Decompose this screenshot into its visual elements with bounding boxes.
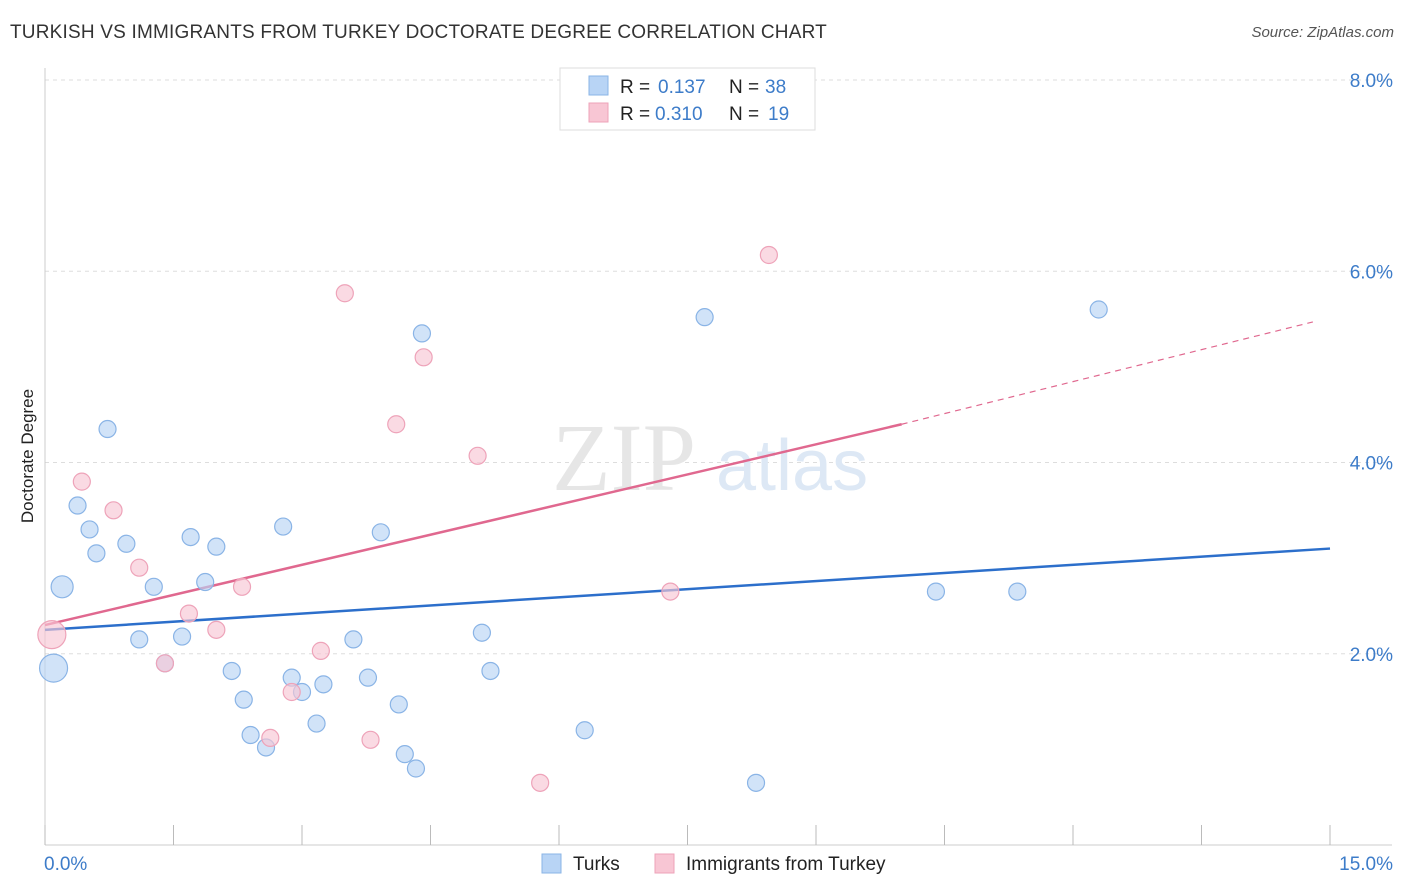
turks-r-label: R = [620, 77, 650, 98]
immig-point-9 [282, 682, 301, 702]
immig-r-label: R = [620, 104, 650, 125]
immig-point-8 [261, 728, 280, 748]
turks-point-12 [196, 572, 215, 592]
immig-point-2 [104, 501, 123, 520]
y-tick-label-2: 6.0% [1350, 262, 1393, 283]
immig-point-0 [37, 620, 67, 650]
turks-point-1 [50, 575, 74, 599]
immig-n-value: 19 [768, 104, 789, 125]
legend-turks-swatch [541, 853, 562, 874]
immig-trend-extension [901, 321, 1314, 425]
immig-point-14 [414, 348, 433, 367]
turks-point-6 [117, 534, 136, 553]
turks-point-22 [314, 675, 333, 694]
y-tick-label-0: 2.0% [1350, 645, 1393, 666]
immig-trend-line [44, 423, 902, 627]
axis-layer: 2.0% 4.0% 6.0% 8.0% 0.0% 15.0% [44, 68, 1393, 875]
immig-point-17 [661, 582, 680, 601]
turks-trend-line [44, 547, 1331, 632]
turks-point-13 [207, 537, 226, 556]
immig-point-15 [468, 446, 487, 465]
immig-point-16 [531, 773, 550, 792]
turks-point-8 [144, 577, 163, 596]
legend-immig-swatch [654, 853, 675, 874]
immig-point-18 [759, 245, 778, 265]
immig-swatch [588, 102, 609, 123]
turks-n-value: 38 [765, 77, 786, 98]
turks-point-25 [371, 523, 390, 542]
immig-n-label: N = [729, 104, 759, 125]
turks-point-14 [222, 661, 241, 681]
turks-point-26 [389, 695, 408, 714]
y-tick-label-1: 4.0% [1350, 454, 1393, 475]
turks-swatch [588, 75, 609, 96]
turks-point-32 [575, 721, 594, 740]
legend-turks-label: Turks [573, 854, 620, 875]
x-tick-label-min: 0.0% [44, 854, 87, 875]
turks-point-29 [412, 324, 432, 343]
immig-point-10 [311, 641, 330, 660]
immig-point-7 [232, 577, 252, 596]
immig-point-3 [130, 558, 149, 577]
turks-point-2 [68, 496, 87, 515]
turks-point-33 [695, 308, 714, 327]
turks-n-label: N = [729, 77, 759, 98]
stats-legend-box: R = 0.137 N = 38 R = 0.310 N = 19 [559, 67, 816, 131]
turks-point-15 [234, 690, 253, 709]
immig-point-4 [155, 654, 175, 673]
turks-point-10 [172, 627, 192, 646]
points-layer [37, 245, 1108, 792]
trend-layer [44, 321, 1331, 632]
turks-point-0 [38, 653, 69, 683]
turks-point-35 [926, 582, 946, 601]
turks-point-37 [1089, 300, 1108, 319]
grid-layer [45, 79, 1392, 655]
source-credit: Source: ZipAtlas.com [1251, 24, 1394, 41]
immig-point-1 [72, 472, 91, 491]
watermark-zip: ZIP [552, 404, 696, 511]
turks-point-23 [344, 630, 363, 649]
bottom-legend: Turks Immigrants from Turkey [541, 853, 886, 875]
turks-point-7 [130, 630, 149, 649]
turks-point-16 [241, 725, 260, 745]
y-tick-label-3: 8.0% [1350, 71, 1393, 92]
chart-title: TURKISH VS IMMIGRANTS FROM TURKEY DOCTOR… [10, 22, 827, 43]
immig-point-6 [207, 620, 226, 639]
turks-point-4 [87, 544, 106, 563]
immig-point-11 [335, 284, 354, 303]
turks-point-34 [746, 773, 766, 792]
turks-point-36 [1008, 582, 1027, 601]
turks-point-28 [406, 759, 426, 778]
immig-point-5 [179, 604, 199, 623]
turks-point-3 [80, 520, 99, 539]
y-axis-label: Doctorate Degree [18, 389, 37, 523]
turks-point-31 [481, 661, 500, 681]
x-tick-label-max: 15.0% [1339, 854, 1393, 875]
immig-point-13 [387, 415, 406, 434]
turks-point-24 [358, 668, 378, 687]
immig-r-value: 0.310 [655, 104, 703, 125]
turks-point-30 [472, 623, 491, 642]
turks-point-5 [98, 419, 117, 439]
legend-immig-label: Immigrants from Turkey [686, 854, 886, 875]
immig-point-12 [361, 730, 380, 749]
turks-point-27 [395, 745, 414, 764]
turks-point-21 [307, 714, 326, 733]
turks-point-18 [274, 517, 293, 536]
turks-r-value: 0.137 [658, 77, 706, 98]
turks-point-11 [181, 527, 200, 547]
